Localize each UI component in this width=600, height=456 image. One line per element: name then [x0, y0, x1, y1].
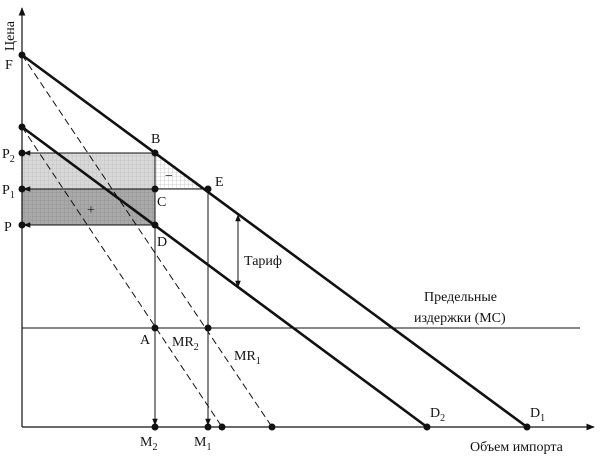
- label: MR2: [172, 335, 199, 353]
- mc-label: издержки (MC): [414, 311, 506, 326]
- label: E: [215, 175, 224, 190]
- label: B: [151, 132, 160, 147]
- demand-d1: [21, 53, 528, 429]
- tariff-label: Тариф: [244, 254, 282, 269]
- label: MR1: [234, 349, 261, 367]
- label: F: [5, 58, 13, 73]
- label: P1: [2, 183, 15, 201]
- area-upper: [21, 152, 156, 190]
- label: M1: [194, 435, 211, 453]
- y-axis-label: Цена: [3, 20, 18, 51]
- area-label: −: [165, 169, 173, 184]
- area-label: +: [87, 203, 95, 218]
- label: D2: [430, 406, 445, 424]
- x-axis-label: Объем импорта: [470, 440, 564, 455]
- mr1-line: [21, 54, 273, 428]
- label: M2: [140, 435, 157, 453]
- area-lower: [21, 188, 156, 226]
- label: P2: [2, 147, 15, 165]
- label: A: [140, 333, 151, 348]
- label: D: [157, 235, 167, 250]
- demand-d2: [21, 125, 428, 429]
- label: P: [4, 220, 12, 235]
- mr2-line: [21, 126, 223, 428]
- mc-label: Предельные: [424, 290, 497, 305]
- points: [18, 51, 531, 431]
- label: C: [157, 195, 166, 210]
- label: D1: [530, 406, 545, 424]
